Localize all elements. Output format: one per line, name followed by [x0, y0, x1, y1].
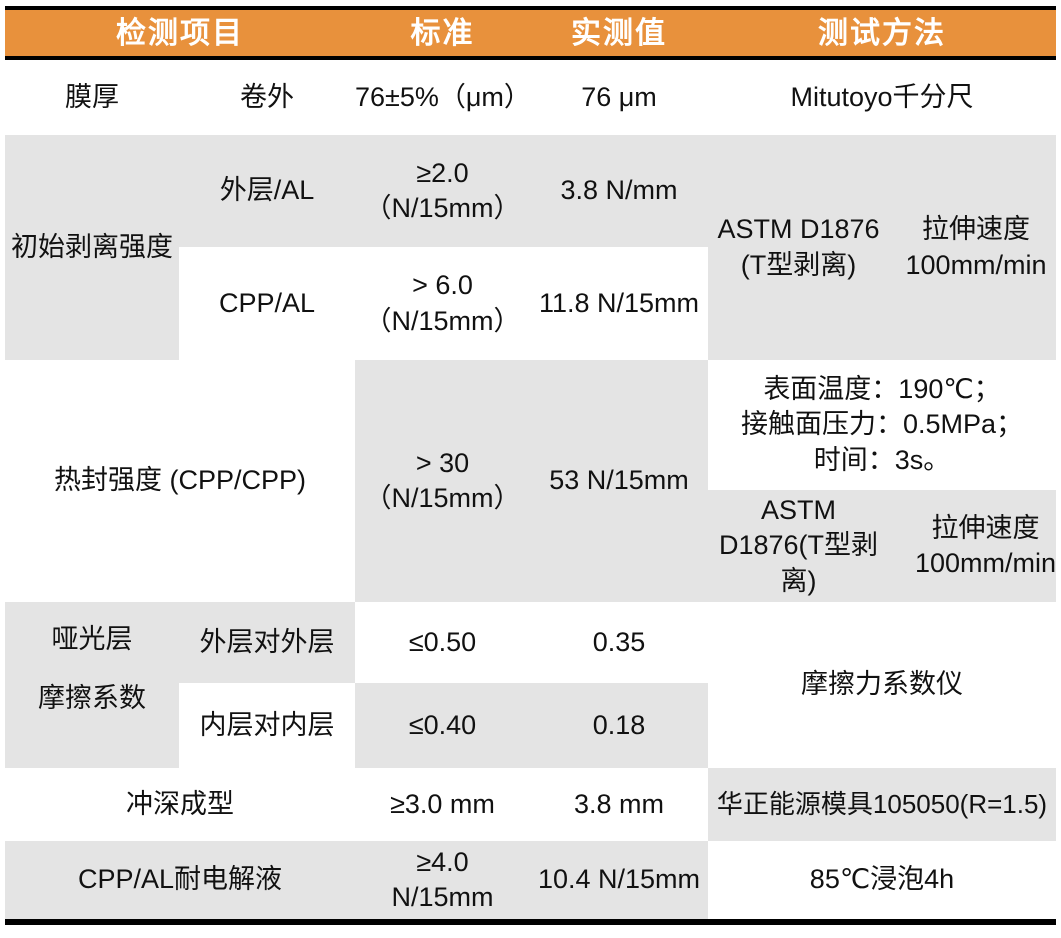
friction-inner-sub-item: 内层对内层 — [199, 709, 335, 740]
initial-peel-method: ASTM D1876 (T型剥离) 拉伸速度 100mm/min — [708, 135, 1056, 360]
heat-seal-measured: 53 N/15mm — [530, 360, 708, 602]
initial-peel-method-standard: ASTM D1876 (T型剥离) — [717, 214, 880, 280]
heat-seal-method-speed: 拉伸速度 100mm/min — [914, 512, 1056, 578]
table-header-row: 检测项目 标准 实测值 测试方法 — [5, 10, 1056, 56]
deep-forming-method: 华正能源模具105050(R=1.5) — [708, 768, 1056, 841]
deep-forming-standard: ≥3.0 mm — [390, 788, 495, 819]
header-standard: 标准 — [410, 16, 475, 50]
heat-seal-method-standard: ASTM D1876(T型剥 离) — [718, 495, 878, 596]
header-bottom-rule — [5, 56, 1056, 60]
bottom-rule — [5, 919, 1056, 925]
header-measured-value: 实测值 — [571, 16, 667, 50]
table-body: 膜厚 卷外 76±5%（μm） 76 μm Mitutoyo千分尺 初始剥离强度… — [5, 60, 1056, 919]
test-results-table: 检测项目 标准 实测值 测试方法 膜厚 卷外 76±5%（μm） 76 μm M… — [5, 6, 1056, 925]
electrolyte-standard: ≥4.0 N/15mm — [355, 841, 530, 919]
heat-seal-item: 热封强度 (CPP/CPP) — [53, 465, 307, 496]
peel-outer-al-standard: ≥2.0 （N/15mm） — [355, 135, 530, 247]
peel-outer-al-sub-item: 外层/AL — [179, 135, 355, 247]
thickness-measured: 76 μm — [581, 81, 657, 112]
electrolyte-measured: 10.4 N/15mm — [530, 841, 708, 919]
thickness-method: Mitutoyo千分尺 — [790, 81, 974, 112]
electrolyte-method: 85℃浸泡4h — [809, 864, 955, 895]
initial-peel-item: 初始剥离强度 — [5, 135, 179, 360]
thickness-sub-item: 卷外 — [240, 81, 294, 112]
heat-seal-method: ASTM D1876(T型剥 离) 拉伸速度 100mm/min — [708, 490, 1056, 602]
friction-inner-standard: ≤0.40 — [355, 683, 530, 768]
header-test-item: 检测项目 — [116, 16, 244, 50]
deep-forming-item: 冲深成型 — [126, 788, 234, 819]
peel-outer-al-measured: 3.8 N/mm — [530, 135, 708, 247]
peel-cpp-al-standard: > 6.0 （N/15mm） — [364, 270, 521, 336]
peel-cpp-al-sub-item: CPP/AL — [218, 287, 316, 318]
friction-item: 哑光层 摩擦系数 — [5, 602, 179, 768]
friction-outer-sub-item: 外层对外层 — [179, 602, 355, 683]
heat-seal-standard: > 30 （N/15mm） — [355, 360, 530, 602]
thickness-item: 膜厚 — [65, 81, 119, 112]
friction-inner-measured: 0.18 — [530, 683, 708, 768]
deep-forming-measured: 3.8 mm — [573, 788, 665, 819]
initial-peel-method-speed: 拉伸速度 100mm/min — [905, 214, 1047, 280]
friction-outer-measured: 0.35 — [592, 626, 646, 657]
thickness-standard: 76±5%（μm） — [355, 81, 531, 112]
friction-outer-standard: ≤0.50 — [408, 626, 477, 657]
friction-method: 摩擦力系数仪 — [801, 669, 963, 700]
top-rule — [5, 6, 1056, 10]
peel-cpp-al-measured: 11.8 N/15mm — [538, 287, 700, 318]
header-test-method: 测试方法 — [818, 16, 946, 50]
electrolyte-item: CPP/AL耐电解液 — [5, 841, 355, 919]
heat-seal-conditions: 表面温度：190℃； 接触面压力：0.5MPa； 时间：3s。 — [740, 374, 1024, 475]
